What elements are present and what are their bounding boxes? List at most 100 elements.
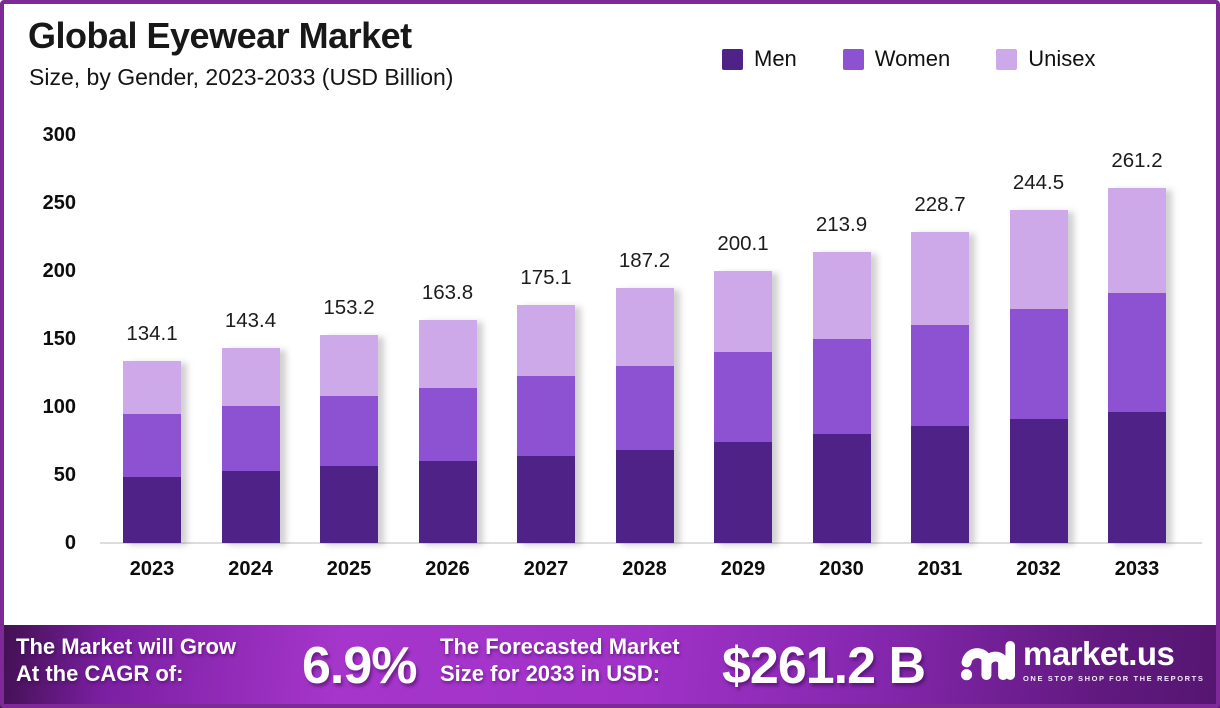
x-axis-label: 2031 [917,558,963,580]
legend-label-men: Men [754,46,797,71]
y-axis-tick-label: 300 [42,124,76,146]
legend-item-men: Men [722,46,797,72]
bar-value-label: 213.9 [815,213,868,237]
x-axis-label: 2027 [523,558,569,580]
forecast-value: $261.2 B [722,637,926,695]
y-axis-tick-label: 200 [42,260,76,282]
bar-segment-men [221,471,280,543]
bar-segment-women [1108,293,1166,412]
bar-segment-unisex [221,347,280,407]
x-axis-line [100,542,1202,544]
stacked-bar-2032 [1009,210,1068,543]
page-title: Global Eyewear Market [28,15,412,56]
legend-item-unisex: Unisex [996,46,1095,72]
legend-swatch-women [842,48,864,70]
y-axis-tick-label: 50 [53,464,76,486]
bar-value-label: 187.2 [618,249,671,273]
bar-segment-men [418,460,477,543]
cagr-label-line1: The Market will Grow [16,634,237,659]
bar-segment-women [221,406,280,472]
forecast-label-line1: The Forecasted Market [440,634,680,659]
bar-value-label: 175.1 [520,265,572,289]
x-axis-label: 2030 [819,558,864,580]
y-axis-tick-label: 150 [42,328,76,350]
stacked-bar-2026 [418,320,477,543]
x-axis-label: 2033 [1114,558,1160,580]
brand-name: market.us [1023,635,1175,672]
bar-segment-women [911,325,969,427]
stacked-bar-2028 [615,288,674,543]
x-axis-label: 2026 [425,558,470,580]
bar-segment-men [123,476,181,543]
bar-value-label: 163.8 [421,281,474,305]
bar-value-label: 200.1 [717,231,769,255]
x-axis-label: 2025 [326,558,372,580]
bar-segment-unisex [911,231,969,326]
bar-segment-women [615,365,674,451]
bar-segment-unisex [812,252,871,339]
x-axis-label: 2029 [720,558,766,580]
x-axis-label: 2023 [129,558,175,580]
cagr-label-line2: At the CAGR of: [16,661,184,686]
bar-segment-women [714,352,772,442]
bar-segment-men [1108,411,1166,543]
stacked-bar-2029 [714,270,772,543]
bar-segment-unisex [714,270,772,353]
bar-segment-women [418,387,477,461]
x-axis-label: 2032 [1016,558,1061,580]
bar-segment-unisex [1009,210,1068,310]
bar-segment-men [911,426,969,543]
bar-value-label: 143.4 [224,308,277,332]
bar-segment-men [320,466,378,543]
bar-segment-men [615,450,674,543]
bar-segment-unisex [320,334,378,396]
market-us-brand: market.us ONE STOP SHOP FOR THE REPORTS [961,635,1204,683]
bar-value-label: 134.1 [126,321,178,345]
legend-label-women: Women [874,46,951,71]
bar-segment-men [517,455,575,543]
bar-segment-unisex [418,320,477,388]
y-axis-tick-label: 100 [42,396,76,418]
legend-label-unisex: Unisex [1028,46,1096,71]
cagr-value: 6.9% [302,637,418,695]
y-axis-tick-label: 0 [64,532,76,554]
bar-value-label: 228.7 [914,192,966,216]
x-axis-label: 2028 [622,558,667,580]
stacked-bar-2030 [812,252,871,543]
stacked-bar-2031 [911,231,969,543]
bar-segment-unisex [123,360,181,415]
bottom-banner: The Market will Grow At the CAGR of: 6.9… [0,625,1220,708]
bar-segment-women [517,376,575,456]
stacked-bar-2033 [1108,187,1166,543]
bar-value-label: 244.5 [1012,171,1065,195]
bar-segment-unisex [615,288,674,366]
bar-segment-unisex [1108,187,1166,294]
bar-value-label: 261.2 [1111,148,1163,172]
market-us-logo-icon [961,640,1015,681]
x-axis-label: 2024 [228,558,273,580]
bar-segment-unisex [517,304,575,377]
forecast-label: The Forecasted Market Size for 2033 in U… [440,633,680,687]
legend-item-women: Women [842,46,951,72]
bar-segment-women [812,338,871,435]
forecast-label-line2: Size for 2033 in USD: [440,661,661,686]
page-subtitle: Size, by Gender, 2023-2033 (USD Billion) [29,64,454,90]
bar-segment-men [812,434,871,543]
bar-value-label: 153.2 [323,295,375,319]
legend-swatch-unisex [996,48,1018,70]
stacked-bar-2025 [320,334,378,543]
y-axis-tick-label: 250 [42,192,76,214]
bar-segment-women [320,395,378,466]
bar-segment-women [123,414,181,477]
stacked-bar-2023 [123,360,181,543]
legend: Men Women Unisex [722,46,1095,72]
bar-segment-men [714,441,772,543]
legend-swatch-men [722,48,743,70]
cagr-label: The Market will Grow At the CAGR of: [16,633,236,687]
stacked-bar-2024 [221,347,280,543]
bar-segment-women [1009,309,1068,419]
brand-tagline: ONE STOP SHOP FOR THE REPORTS [1023,674,1205,683]
bar-segment-men [1009,418,1068,543]
